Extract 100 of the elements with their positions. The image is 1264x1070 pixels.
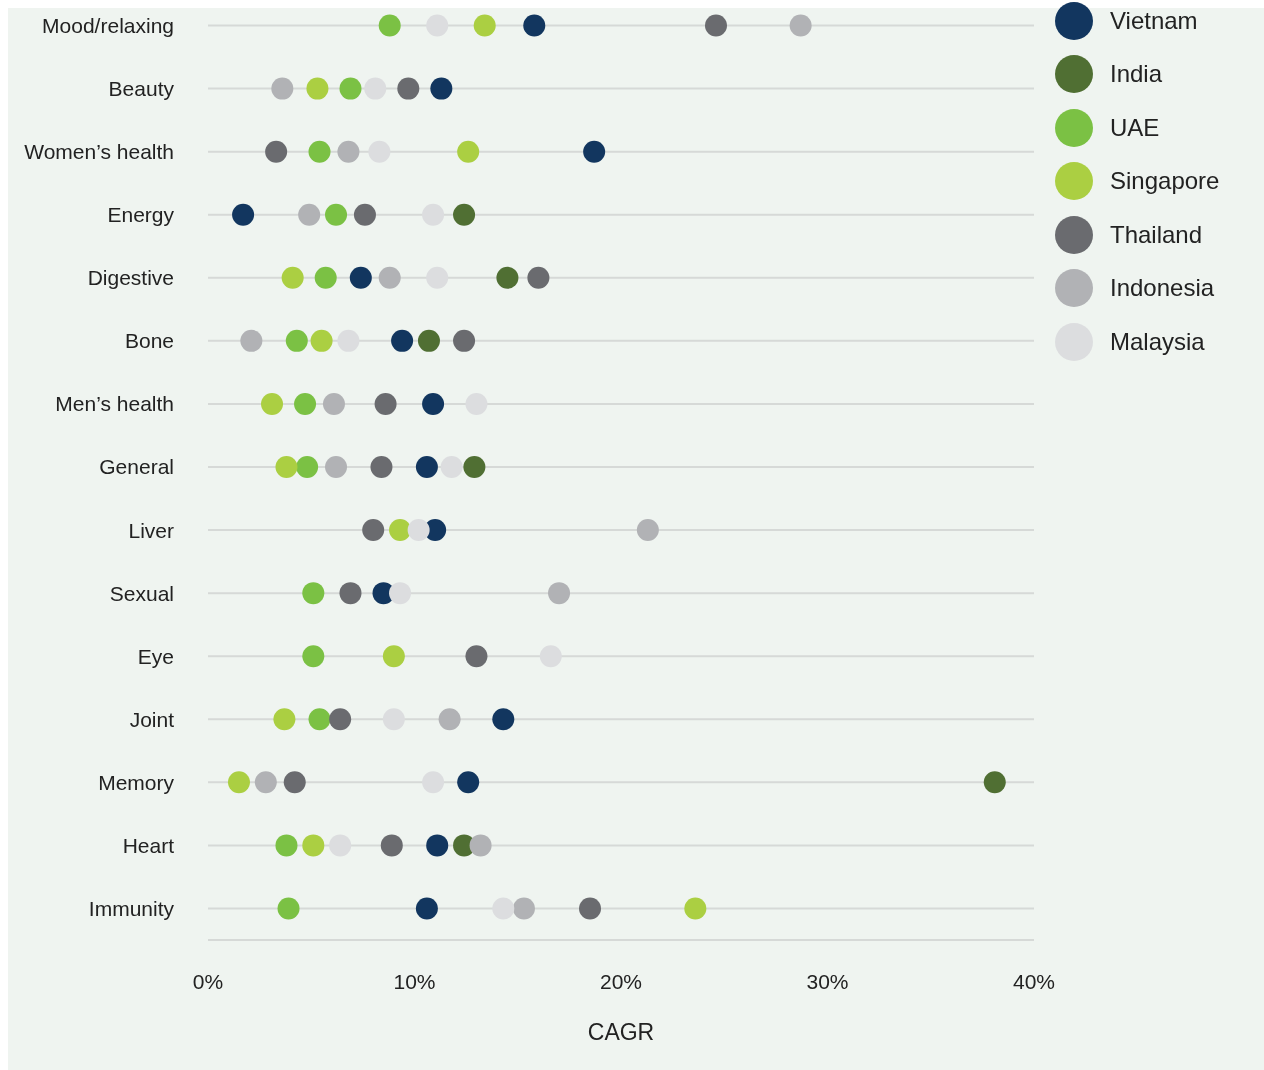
- point: [453, 203, 476, 226]
- y-tick-label: Women’s health: [24, 140, 174, 164]
- point: [254, 771, 277, 794]
- point: [465, 392, 488, 415]
- point: [684, 897, 707, 920]
- point: [325, 203, 348, 226]
- point: [463, 456, 486, 478]
- y-tick-label: Men’s health: [55, 392, 174, 416]
- point: [380, 834, 403, 857]
- point: [415, 456, 438, 478]
- y-tick-label: Immunity: [88, 896, 175, 920]
- point: [523, 14, 546, 37]
- legend-label: Vietnam: [1110, 6, 1198, 35]
- point: [426, 14, 449, 37]
- point: [283, 771, 306, 794]
- point: [426, 266, 449, 289]
- point: [382, 645, 405, 668]
- point: [512, 897, 535, 920]
- point: [302, 645, 325, 668]
- point: [496, 266, 519, 289]
- point: [337, 329, 360, 352]
- point: [337, 140, 360, 163]
- point: [370, 456, 393, 478]
- point: [261, 392, 284, 415]
- point: [308, 708, 331, 731]
- point: [453, 329, 476, 352]
- legend-label: India: [1110, 60, 1163, 89]
- point: [281, 266, 304, 289]
- y-tick-label: General: [99, 455, 174, 479]
- point: [430, 77, 453, 100]
- point: [273, 708, 296, 731]
- point: [302, 582, 325, 605]
- point: [275, 834, 298, 857]
- legend-label: Singapore: [1110, 167, 1220, 196]
- point: [397, 77, 420, 100]
- legend-label: Indonesia: [1110, 274, 1215, 303]
- point: [232, 203, 255, 226]
- point: [407, 519, 430, 542]
- point: [704, 14, 727, 37]
- point: [457, 140, 480, 163]
- y-tick-label: Liver: [128, 518, 174, 542]
- legend-label: UAE: [1110, 113, 1160, 142]
- point: [374, 392, 397, 415]
- point: [539, 645, 562, 668]
- point: [378, 14, 401, 37]
- point: [389, 519, 412, 542]
- point: [983, 771, 1006, 794]
- y-tick-label: Energy: [107, 203, 175, 227]
- legend-label: Thailand: [1110, 220, 1203, 249]
- point: [306, 77, 329, 100]
- y-tick-label: Eye: [137, 644, 174, 668]
- point: [314, 266, 337, 289]
- point: [457, 771, 480, 794]
- point: [636, 519, 659, 542]
- y-tick-label: Sexual: [109, 581, 174, 605]
- x-tick-label: 40%: [1012, 969, 1056, 993]
- point: [302, 834, 325, 857]
- point: [440, 456, 463, 478]
- point: [492, 897, 515, 920]
- point: [368, 140, 391, 163]
- y-tick-label: Mood/relaxing: [42, 13, 174, 37]
- point: [353, 203, 376, 226]
- point: [275, 456, 298, 478]
- point: [310, 329, 333, 352]
- point: [583, 140, 606, 163]
- point: [527, 266, 550, 289]
- point: [426, 834, 449, 857]
- point: [277, 897, 300, 920]
- point: [265, 140, 288, 163]
- x-tick-label: 30%: [806, 969, 849, 993]
- y-tick-label: Digestive: [87, 266, 174, 290]
- point: [473, 14, 496, 37]
- point: [362, 519, 385, 542]
- point: [417, 329, 440, 352]
- point: [329, 834, 352, 857]
- point: [415, 897, 438, 920]
- point: [422, 203, 445, 226]
- point: [339, 582, 362, 605]
- point: [285, 329, 308, 352]
- point: [364, 77, 387, 100]
- y-tick-label: Joint: [129, 707, 175, 731]
- point: [271, 77, 294, 100]
- point: [789, 14, 812, 37]
- point: [322, 392, 345, 415]
- point: [391, 329, 414, 352]
- point: [382, 708, 405, 731]
- y-tick-label: Bone: [124, 329, 174, 353]
- y-tick-label: Heart: [122, 833, 175, 857]
- point: [389, 582, 412, 605]
- point: [294, 392, 317, 415]
- point: [240, 329, 263, 352]
- point: [227, 771, 250, 794]
- x-axis-title: CAGR: [587, 1019, 655, 1045]
- point: [548, 582, 571, 605]
- point: [298, 203, 321, 226]
- y-tick-label: Beauty: [108, 77, 175, 101]
- point: [438, 708, 461, 731]
- point: [579, 897, 602, 920]
- point: [492, 708, 515, 731]
- point: [329, 708, 352, 731]
